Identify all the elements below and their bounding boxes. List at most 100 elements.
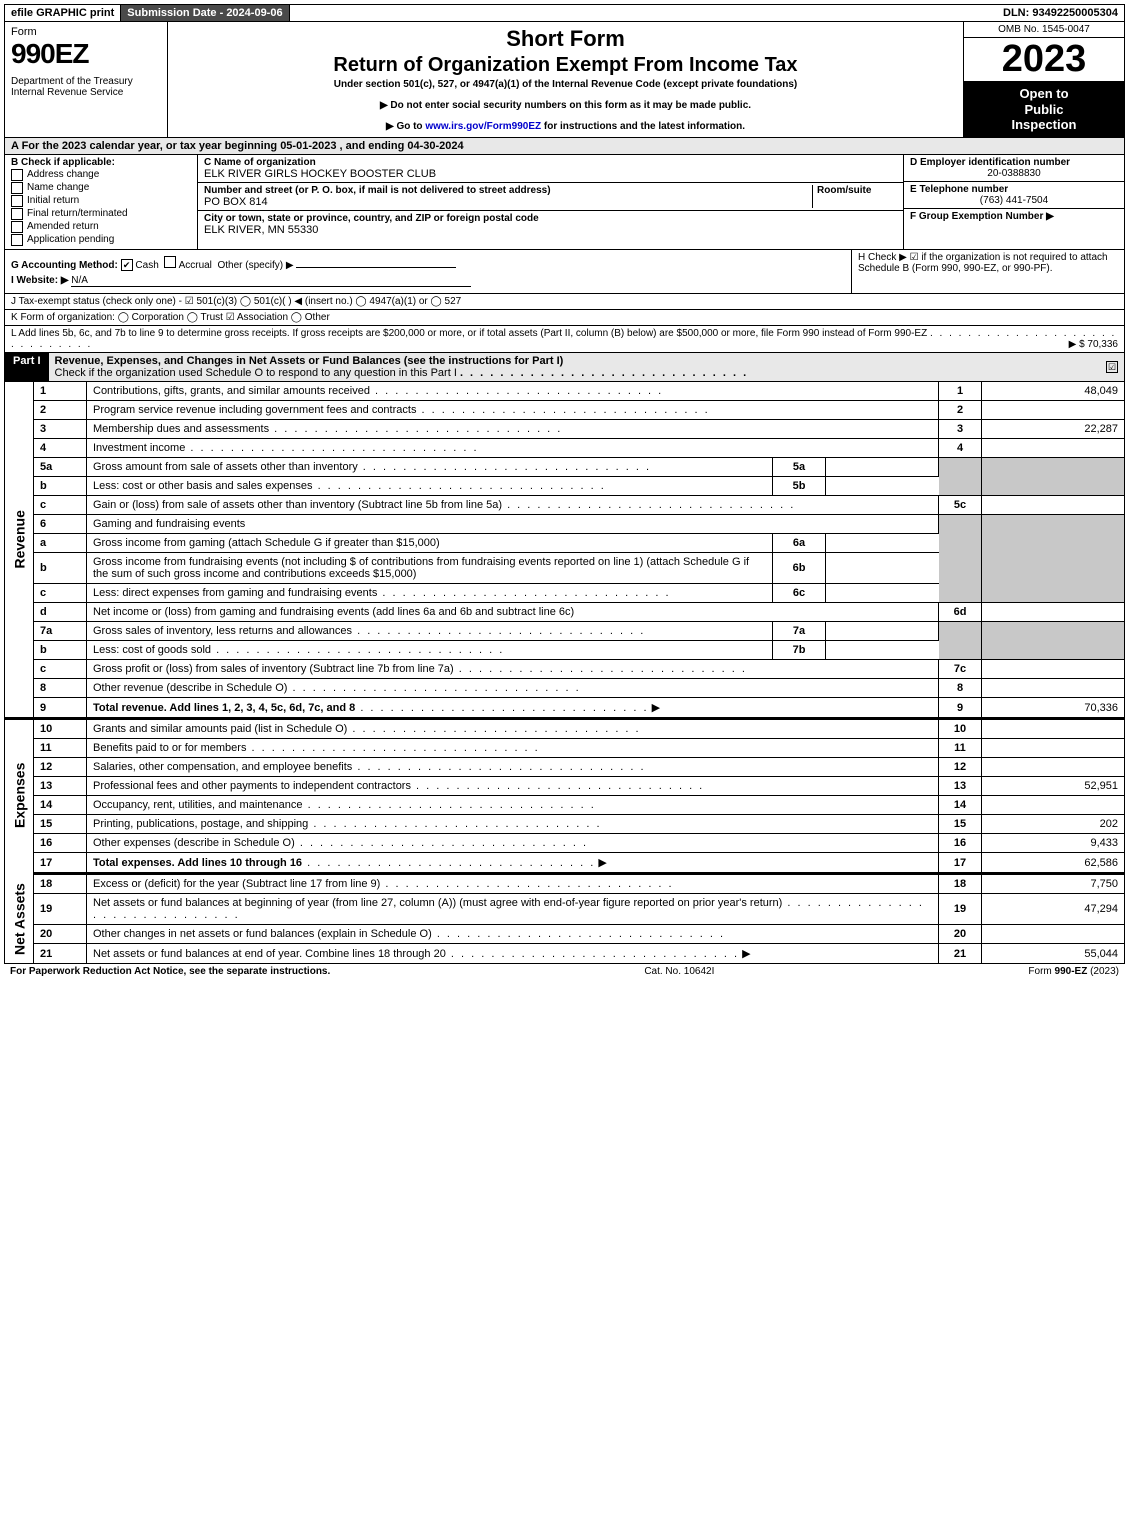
chk-application-pending[interactable] <box>11 234 23 246</box>
l2-val <box>982 401 1125 420</box>
ghi-left: G Accounting Method: ✔ Cash Accrual Othe… <box>5 250 851 294</box>
l2-rn: 2 <box>939 401 982 420</box>
c-room-label: Room/suite <box>817 185 871 196</box>
e-phone-label: E Telephone number <box>910 184 1118 195</box>
lbl-final-return: Final return/terminated <box>27 208 128 219</box>
l16-rn: 16 <box>939 834 982 853</box>
d-ein-value: 20-0388830 <box>910 168 1118 179</box>
l11-val <box>982 739 1125 758</box>
form-number: 990EZ <box>11 38 161 70</box>
l21-rn: 21 <box>939 944 982 964</box>
l7c-desc: Gross profit or (loss) from sales of inv… <box>93 663 454 675</box>
l12-rn: 12 <box>939 758 982 777</box>
l19-val: 47,294 <box>982 894 1125 925</box>
i-label: I Website: ▶ <box>11 275 69 286</box>
b-header: B Check if applicable: <box>11 157 191 168</box>
l7a-sv <box>826 622 939 641</box>
l11-num: 11 <box>34 739 87 758</box>
omb-number: OMB No. 1545-0047 <box>964 22 1124 38</box>
col-c-org-info: C Name of organization ELK RIVER GIRLS H… <box>198 155 903 249</box>
l16-num: 16 <box>34 834 87 853</box>
l7c-val <box>982 660 1125 679</box>
l6a-num: a <box>34 534 87 553</box>
g-label: G Accounting Method: <box>11 260 118 271</box>
l8-val <box>982 679 1125 698</box>
l6c-num: c <box>34 584 87 603</box>
c-city-label: City or town, state or province, country… <box>204 213 539 224</box>
l6b-num: b <box>34 553 87 584</box>
l4-rn: 4 <box>939 439 982 458</box>
l11-desc: Benefits paid to or for members <box>93 742 246 754</box>
l5c-num: c <box>34 496 87 515</box>
l16-desc: Other expenses (describe in Schedule O) <box>93 837 295 849</box>
col-b-checkboxes: B Check if applicable: Address change Na… <box>5 155 198 249</box>
l7b-sn: 7b <box>773 641 826 660</box>
open-to-public: Open to Public Inspection <box>964 82 1124 137</box>
part1-title-text: Revenue, Expenses, and Changes in Net As… <box>55 355 564 367</box>
c-addr: PO BOX 814 <box>204 196 268 208</box>
l13-num: 13 <box>34 777 87 796</box>
efile-print-label[interactable]: efile GRAPHIC print <box>5 5 121 21</box>
l5c-val <box>982 496 1125 515</box>
l20-rn: 20 <box>939 925 982 944</box>
l6a-sn: 6a <box>773 534 826 553</box>
l7-shade-v <box>982 622 1125 660</box>
block-bcdef: B Check if applicable: Address change Na… <box>4 155 1125 250</box>
l6d-rn: 6d <box>939 603 982 622</box>
c-org-name: ELK RIVER GIRLS HOCKEY BOOSTER CLUB <box>204 168 436 180</box>
l5b-num: b <box>34 477 87 496</box>
chk-amended-return[interactable] <box>11 221 23 233</box>
irs-link[interactable]: www.irs.gov/Form990EZ <box>425 121 541 132</box>
lbl-other: Other (specify) ▶ <box>217 260 293 271</box>
part1-header: Part I Revenue, Expenses, and Changes in… <box>4 353 1125 382</box>
chk-address-change[interactable] <box>11 169 23 181</box>
l5a-sn: 5a <box>773 458 826 477</box>
line-k-form-org: K Form of organization: ◯ Corporation ◯ … <box>4 310 1125 326</box>
part1-check-line: Check if the organization used Schedule … <box>55 367 457 379</box>
l21-num: 21 <box>34 944 87 964</box>
l3-num: 3 <box>34 420 87 439</box>
l7c-num: c <box>34 660 87 679</box>
l10-rn: 10 <box>939 719 982 739</box>
l6d-num: d <box>34 603 87 622</box>
l6-shade-v <box>982 515 1125 603</box>
l9-arrow: ▶ <box>652 702 660 714</box>
l20-num: 20 <box>34 925 87 944</box>
chk-accrual[interactable] <box>164 256 176 268</box>
l12-num: 12 <box>34 758 87 777</box>
l9-val: 70,336 <box>982 698 1125 719</box>
part1-checkbox[interactable]: ☑ <box>1106 361 1118 373</box>
l6c-desc: Less: direct expenses from gaming and fu… <box>93 587 377 599</box>
chk-final-return[interactable] <box>11 208 23 220</box>
dept-label: Department of the Treasury Internal Reve… <box>11 76 161 98</box>
l17-desc: Total expenses. Add lines 10 through 16 <box>93 857 302 869</box>
footer-left: For Paperwork Reduction Act Notice, see … <box>10 966 330 977</box>
l7c-rn: 7c <box>939 660 982 679</box>
l14-val <box>982 796 1125 815</box>
l4-val <box>982 439 1125 458</box>
chk-initial-return[interactable] <box>11 195 23 207</box>
l5c-desc: Gain or (loss) from sale of assets other… <box>93 499 502 511</box>
chk-cash[interactable]: ✔ <box>121 259 133 271</box>
c-name-label: C Name of organization <box>204 157 316 168</box>
l3-rn: 3 <box>939 420 982 439</box>
revenue-table: Revenue 1 Contributions, gifts, grants, … <box>4 382 1125 964</box>
l15-num: 15 <box>34 815 87 834</box>
line-l-amount: ▶ $ 70,336 <box>1069 339 1118 350</box>
l6c-sv <box>826 584 939 603</box>
other-specify-line[interactable] <box>296 267 456 268</box>
l1-desc: Contributions, gifts, grants, and simila… <box>93 385 370 397</box>
netassets-side-label: Net Assets <box>5 874 34 964</box>
l18-num: 18 <box>34 874 87 894</box>
l17-arrow: ▶ <box>598 857 606 869</box>
goto-link[interactable]: ▶ Go to www.irs.gov/Form990EZ for instru… <box>174 121 957 132</box>
header-center: Short Form Return of Organization Exempt… <box>168 22 963 137</box>
l3-desc: Membership dues and assessments <box>93 423 269 435</box>
chk-name-change[interactable] <box>11 182 23 194</box>
l6-shade <box>939 515 982 603</box>
page-footer: For Paperwork Reduction Act Notice, see … <box>4 964 1125 979</box>
l7a-desc: Gross sales of inventory, less returns a… <box>93 625 352 637</box>
l1-rn: 1 <box>939 382 982 401</box>
header-left: Form 990EZ Department of the Treasury In… <box>5 22 168 137</box>
l7b-num: b <box>34 641 87 660</box>
